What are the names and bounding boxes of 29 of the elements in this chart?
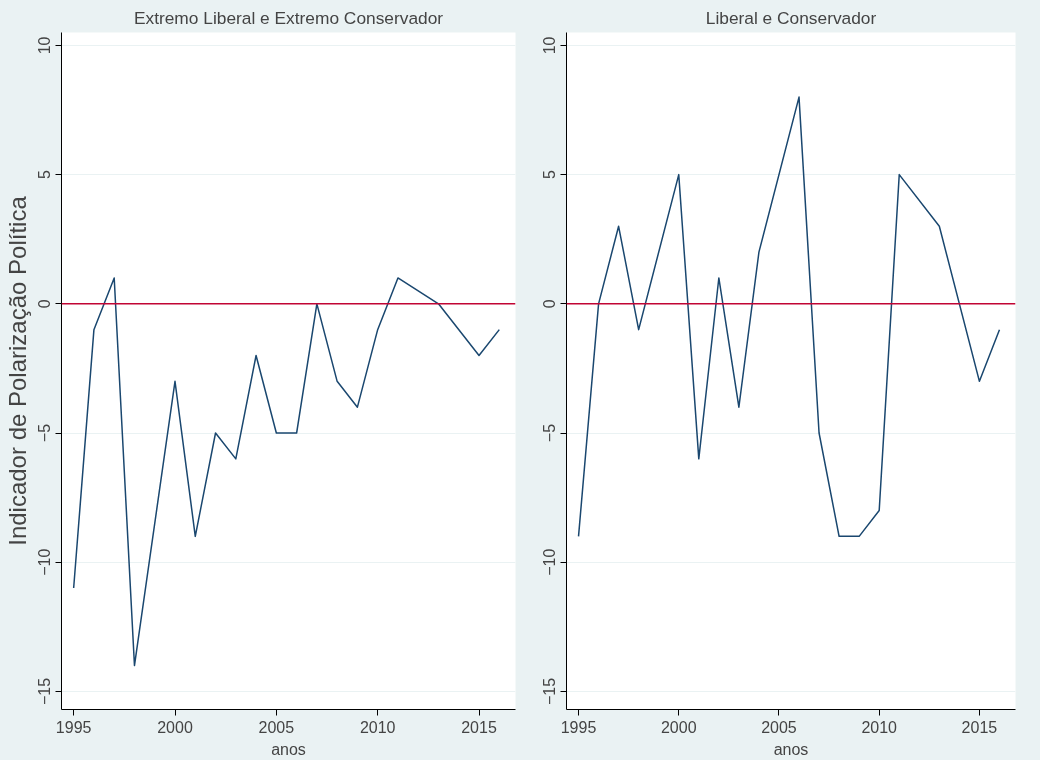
y-tick-label: 5 <box>36 170 54 180</box>
y-tick-label: −10 <box>541 548 559 576</box>
x-tick-label: 2005 <box>761 718 797 736</box>
y-tick-label: −10 <box>36 548 54 576</box>
x-tick-label: 2005 <box>258 718 295 736</box>
x-axis-title: anos <box>271 740 306 758</box>
chart-title: Liberal e Conservador <box>705 7 877 28</box>
x-tick-label: 2015 <box>461 718 497 736</box>
y-tick-label: −15 <box>541 677 559 705</box>
x-tick-label: 2000 <box>660 718 697 736</box>
y-tick-label: −5 <box>36 423 54 443</box>
x-tick-label: 2015 <box>961 718 998 736</box>
x-tick-label: 2000 <box>157 718 193 736</box>
x-tick-label: 2010 <box>861 718 898 736</box>
y-tick-label: 0 <box>541 299 559 309</box>
x-tick-label: 2010 <box>359 718 396 736</box>
y-tick-label: 0 <box>36 299 54 309</box>
x-tick-label: 1995 <box>55 718 92 736</box>
line-series <box>72 277 501 667</box>
y-tick-label: 5 <box>541 170 559 180</box>
y-axis-title: Indicador de Polarização Política <box>3 195 31 546</box>
chart-title: Extremo Liberal e Extremo Conservador <box>133 7 444 28</box>
x-axis-title: anos <box>773 740 809 758</box>
line-series <box>577 96 1001 538</box>
y-tick-label: −5 <box>541 423 559 443</box>
y-tick-label: −15 <box>36 677 54 705</box>
y-tick-label: 10 <box>541 36 559 55</box>
x-tick-label: 1995 <box>560 718 597 736</box>
y-tick-label: 10 <box>36 36 54 55</box>
